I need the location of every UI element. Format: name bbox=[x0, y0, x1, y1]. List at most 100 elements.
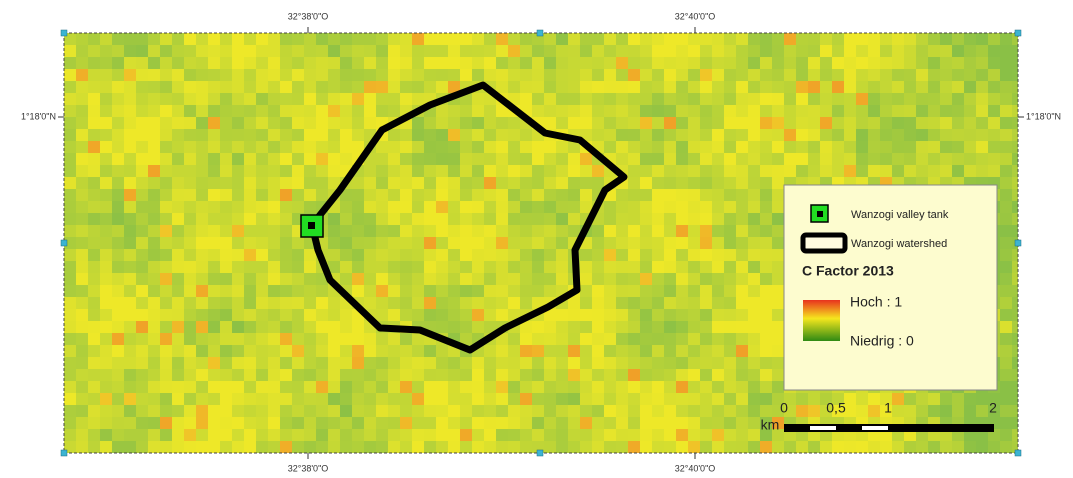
raster-cell bbox=[484, 345, 496, 357]
raster-cell bbox=[316, 117, 328, 129]
raster-cell bbox=[232, 417, 244, 429]
raster-cell bbox=[424, 225, 436, 237]
raster-cell bbox=[208, 249, 220, 261]
raster-cell bbox=[580, 165, 592, 177]
raster-cell bbox=[544, 429, 556, 441]
raster-cell bbox=[592, 165, 604, 177]
raster-cell bbox=[556, 225, 568, 237]
raster-cell bbox=[964, 93, 976, 105]
raster-cell bbox=[76, 417, 88, 429]
raster-cell bbox=[220, 57, 232, 69]
raster-cell bbox=[712, 297, 724, 309]
raster-cell bbox=[1000, 45, 1012, 57]
raster-cell bbox=[712, 117, 724, 129]
raster-cell bbox=[220, 273, 232, 285]
raster-cell bbox=[712, 213, 724, 225]
raster-cell bbox=[112, 33, 124, 45]
raster-cell bbox=[688, 321, 700, 333]
raster-cell bbox=[256, 309, 268, 321]
raster-cell bbox=[592, 333, 604, 345]
raster-cell bbox=[592, 441, 604, 453]
raster-cell bbox=[436, 321, 448, 333]
raster-cell bbox=[328, 213, 340, 225]
raster-cell bbox=[304, 141, 316, 153]
raster-cell bbox=[760, 213, 772, 225]
raster-cell bbox=[532, 165, 544, 177]
raster-cell bbox=[496, 141, 508, 153]
raster-cell bbox=[964, 33, 976, 45]
raster-cell bbox=[760, 381, 772, 393]
raster-cell bbox=[124, 261, 136, 273]
raster-cell bbox=[256, 81, 268, 93]
raster-cell bbox=[256, 177, 268, 189]
raster-cell bbox=[196, 165, 208, 177]
raster-cell bbox=[736, 249, 748, 261]
raster-cell bbox=[472, 189, 484, 201]
raster-cell bbox=[280, 57, 292, 69]
raster-cell bbox=[232, 249, 244, 261]
raster-cell bbox=[220, 357, 232, 369]
raster-cell bbox=[772, 105, 784, 117]
raster-cell bbox=[244, 105, 256, 117]
raster-cell bbox=[352, 225, 364, 237]
raster-cell bbox=[460, 285, 472, 297]
raster-cell bbox=[640, 201, 652, 213]
raster-cell bbox=[952, 45, 964, 57]
raster-cell bbox=[820, 93, 832, 105]
raster-cell bbox=[268, 177, 280, 189]
raster-cell bbox=[520, 93, 532, 105]
raster-cell bbox=[712, 93, 724, 105]
raster-cell bbox=[760, 225, 772, 237]
raster-cell bbox=[112, 333, 124, 345]
raster-cell bbox=[556, 33, 568, 45]
raster-cell bbox=[928, 105, 940, 117]
raster-cell bbox=[376, 237, 388, 249]
raster-cell bbox=[880, 57, 892, 69]
raster-cell bbox=[940, 393, 952, 405]
raster-cell bbox=[136, 261, 148, 273]
raster-cell bbox=[892, 81, 904, 93]
raster-cell bbox=[496, 345, 508, 357]
raster-cell bbox=[760, 69, 772, 81]
raster-cell bbox=[376, 105, 388, 117]
raster-cell bbox=[112, 141, 124, 153]
raster-cell bbox=[508, 273, 520, 285]
raster-cell bbox=[880, 153, 892, 165]
raster-cell bbox=[616, 405, 628, 417]
raster-cell bbox=[736, 381, 748, 393]
raster-cell bbox=[736, 417, 748, 429]
raster-cell bbox=[784, 441, 796, 453]
raster-cell bbox=[736, 345, 748, 357]
raster-cell bbox=[340, 393, 352, 405]
raster-cell bbox=[532, 81, 544, 93]
raster-cell bbox=[700, 273, 712, 285]
raster-cell bbox=[436, 285, 448, 297]
raster-cell bbox=[616, 129, 628, 141]
raster-cell bbox=[424, 393, 436, 405]
raster-cell bbox=[304, 45, 316, 57]
raster-cell bbox=[496, 225, 508, 237]
raster-cell bbox=[544, 369, 556, 381]
raster-cell bbox=[580, 429, 592, 441]
raster-cell bbox=[760, 153, 772, 165]
raster-cell bbox=[424, 405, 436, 417]
raster-cell bbox=[1000, 129, 1012, 141]
raster-cell bbox=[628, 393, 640, 405]
raster-cell bbox=[520, 141, 532, 153]
raster-cell bbox=[700, 69, 712, 81]
raster-cell bbox=[796, 441, 808, 453]
raster-cell bbox=[448, 141, 460, 153]
raster-cell bbox=[760, 57, 772, 69]
raster-cell bbox=[184, 273, 196, 285]
raster-cell bbox=[376, 141, 388, 153]
raster-cell bbox=[460, 417, 472, 429]
raster-cell bbox=[820, 81, 832, 93]
raster-cell bbox=[88, 129, 100, 141]
raster-cell bbox=[472, 261, 484, 273]
raster-cell bbox=[412, 345, 424, 357]
raster-cell bbox=[940, 141, 952, 153]
raster-cell bbox=[640, 81, 652, 93]
raster-cell bbox=[448, 369, 460, 381]
raster-cell bbox=[520, 297, 532, 309]
raster-cell bbox=[940, 405, 952, 417]
